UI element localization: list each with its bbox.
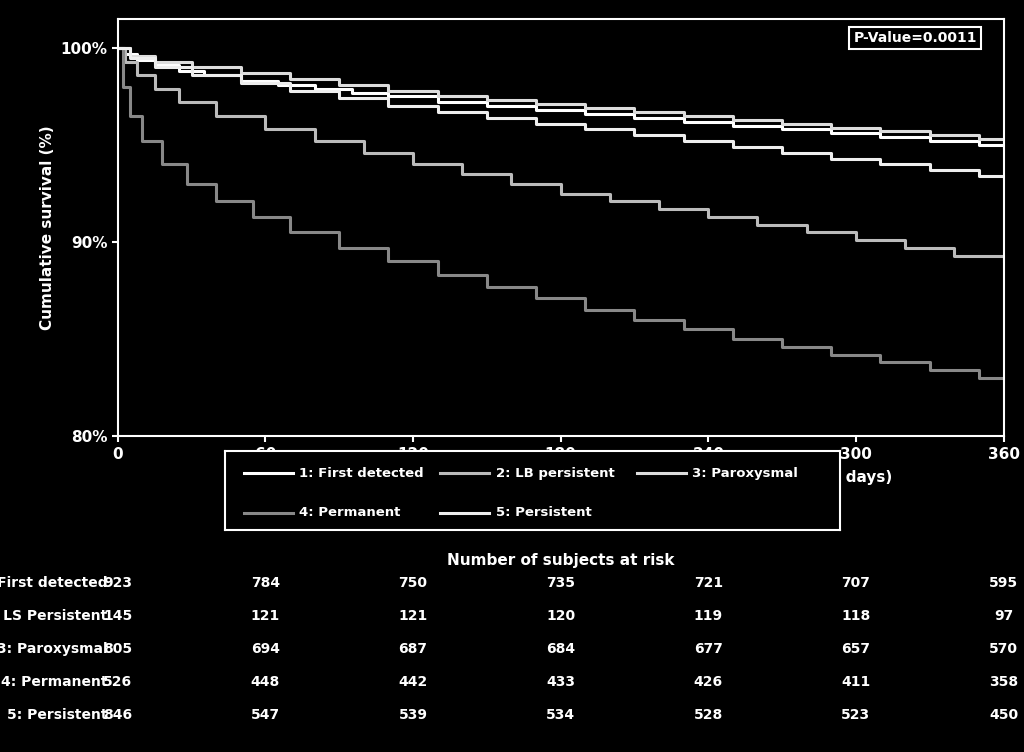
Text: 570: 570 bbox=[989, 642, 1018, 656]
Text: 534: 534 bbox=[546, 708, 575, 722]
Text: 539: 539 bbox=[398, 708, 427, 722]
Text: 1: First detected: 1: First detected bbox=[299, 467, 424, 480]
Text: 677: 677 bbox=[694, 642, 723, 656]
Text: 805: 805 bbox=[103, 642, 132, 656]
Text: 707: 707 bbox=[842, 576, 870, 590]
Text: 119: 119 bbox=[693, 609, 723, 623]
Text: 923: 923 bbox=[103, 576, 132, 590]
Text: 448: 448 bbox=[251, 675, 280, 689]
Text: 426: 426 bbox=[693, 675, 723, 689]
Text: 846: 846 bbox=[103, 708, 132, 722]
X-axis label: Time from last qualifying diagnosis to the contact date of 1-year FU (in days): Time from last qualifying diagnosis to t… bbox=[229, 470, 892, 485]
Text: 121: 121 bbox=[398, 609, 428, 623]
Text: 750: 750 bbox=[398, 576, 427, 590]
Text: 145: 145 bbox=[103, 609, 132, 623]
Text: 2: LS Persistent: 2: LS Persistent bbox=[0, 609, 108, 623]
Text: 687: 687 bbox=[398, 642, 427, 656]
Text: 442: 442 bbox=[398, 675, 428, 689]
Text: Number of subjects at risk: Number of subjects at risk bbox=[446, 553, 675, 568]
Text: 1: First detected: 1: First detected bbox=[0, 576, 108, 590]
Text: 120: 120 bbox=[546, 609, 575, 623]
Text: P-Value=0.0011: P-Value=0.0011 bbox=[853, 32, 977, 45]
Text: 121: 121 bbox=[251, 609, 280, 623]
Y-axis label: Cumulative survival (%): Cumulative survival (%) bbox=[40, 125, 55, 330]
Text: 433: 433 bbox=[546, 675, 575, 689]
Text: 97: 97 bbox=[994, 609, 1013, 623]
Text: 450: 450 bbox=[989, 708, 1018, 722]
Text: 684: 684 bbox=[546, 642, 575, 656]
Text: 528: 528 bbox=[693, 708, 723, 722]
Text: 5: Persistent: 5: Persistent bbox=[7, 708, 108, 722]
Text: 4: Permanent: 4: Permanent bbox=[1, 675, 108, 689]
Text: 657: 657 bbox=[842, 642, 870, 656]
Text: 2: LB persistent: 2: LB persistent bbox=[496, 467, 614, 480]
Text: 735: 735 bbox=[546, 576, 575, 590]
Text: 4: Permanent: 4: Permanent bbox=[299, 506, 400, 520]
Text: 784: 784 bbox=[251, 576, 280, 590]
Text: 694: 694 bbox=[251, 642, 280, 656]
Text: 411: 411 bbox=[842, 675, 870, 689]
Text: 595: 595 bbox=[989, 576, 1018, 590]
Text: 526: 526 bbox=[103, 675, 132, 689]
Text: 3: Paroxysmal: 3: Paroxysmal bbox=[692, 467, 798, 480]
Text: 3: Paroxysmal: 3: Paroxysmal bbox=[0, 642, 108, 656]
Text: 358: 358 bbox=[989, 675, 1018, 689]
Text: 118: 118 bbox=[842, 609, 870, 623]
Text: 547: 547 bbox=[251, 708, 280, 722]
Text: 523: 523 bbox=[842, 708, 870, 722]
Text: 721: 721 bbox=[693, 576, 723, 590]
Text: 5: Persistent: 5: Persistent bbox=[496, 506, 592, 520]
